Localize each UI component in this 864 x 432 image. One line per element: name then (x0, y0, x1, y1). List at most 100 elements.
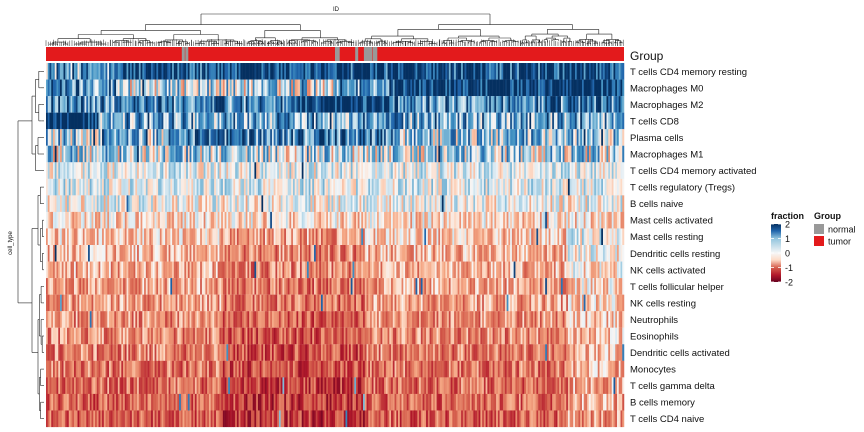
heatmap-cell (305, 294, 308, 312)
heatmap-cell (72, 145, 75, 163)
heatmap-cell (240, 112, 243, 130)
heatmap-cell (448, 96, 451, 113)
heatmap-cell (471, 211, 474, 229)
heatmap-cell (215, 129, 218, 146)
heatmap-cell (303, 178, 306, 196)
heatmap-cell (331, 294, 334, 312)
heatmap-cell (49, 63, 52, 80)
heatmap-cell (620, 145, 623, 163)
heatmap-cell (622, 162, 625, 179)
heatmap-cell (541, 178, 544, 196)
heatmap-cell (193, 278, 196, 295)
heatmap-cell (391, 96, 394, 113)
heatmap-cell (471, 261, 474, 279)
heatmap-cell (464, 129, 467, 146)
heatmap-cell (289, 195, 292, 213)
heatmap-cell (622, 63, 625, 80)
heatmap-cell (501, 129, 504, 146)
heatmap-cell (95, 178, 98, 196)
heatmap-cell (459, 245, 462, 262)
heatmap-cell (53, 294, 56, 312)
heatmap-cell (457, 294, 460, 312)
heatmap-cell (285, 294, 288, 312)
heatmap-cell (284, 162, 287, 179)
heatmap-cell (601, 162, 604, 179)
heatmap-cell (412, 211, 415, 229)
heatmap-cell (200, 162, 203, 179)
heatmap-cell (54, 162, 57, 179)
heatmap-cell (441, 278, 444, 295)
heatmap-cell (415, 261, 418, 279)
heatmap-cell (131, 228, 134, 246)
heatmap-cell (487, 245, 490, 262)
heatmap-cell (384, 63, 387, 80)
heatmap-cell (494, 211, 497, 229)
heatmap-cell (450, 96, 453, 113)
heatmap-cell (613, 145, 616, 163)
heatmap-cell (562, 96, 565, 113)
heatmap-cell (368, 294, 371, 312)
heatmap-cell (86, 211, 89, 229)
heatmap-cell (548, 228, 551, 246)
heatmap-cell (219, 211, 222, 229)
heatmap-cell (448, 79, 451, 97)
heatmap-cell (93, 145, 96, 163)
heatmap-cell (417, 79, 420, 97)
heatmap-cell (485, 162, 488, 179)
heatmap-cell (454, 63, 457, 80)
heatmap-cell (548, 63, 551, 80)
heatmap-cell (266, 245, 269, 262)
heatmap-cell (166, 228, 169, 246)
heatmap-cell (370, 245, 373, 262)
heatmap-cell (447, 145, 450, 163)
heatmap-cell (152, 245, 155, 262)
heatmap-cell (438, 162, 441, 179)
heatmap-cell (298, 195, 301, 213)
heatmap-cell (350, 294, 353, 312)
heatmap-cell (342, 211, 345, 229)
heatmap-cell (198, 129, 201, 146)
heatmap-cell (121, 79, 124, 97)
heatmap-cell (172, 261, 175, 279)
heatmap-cell (511, 79, 514, 97)
heatmap-cell (242, 112, 245, 130)
heatmap-cell (427, 96, 430, 113)
heatmap-cell (473, 112, 476, 130)
heatmap-cell (280, 79, 283, 97)
heatmap-cell (96, 228, 99, 246)
heatmap-cell (159, 278, 162, 295)
heatmap-cell (294, 261, 297, 279)
heatmap-cell (233, 162, 236, 179)
heatmap-cell (422, 228, 425, 246)
heatmap-cell (79, 79, 82, 97)
heatmap-cell (377, 63, 380, 80)
heatmap-cell (464, 211, 467, 229)
heatmap-cell (245, 129, 248, 146)
heatmap-cell (228, 211, 231, 229)
heatmap-cell (538, 228, 541, 246)
heatmap-cell (538, 195, 541, 213)
heatmap-cell (207, 245, 210, 262)
heatmap-cell (317, 129, 320, 146)
heatmap-cell (513, 294, 516, 312)
heatmap-cell (377, 211, 380, 229)
heatmap-cell (359, 162, 362, 179)
heatmap-cell (555, 63, 558, 80)
heatmap-cell (515, 178, 518, 196)
heatmap-cell (322, 211, 325, 229)
heatmap-cell (317, 96, 320, 113)
heatmap-cell (298, 79, 301, 97)
heatmap-cell (184, 129, 187, 146)
heatmap-cell (221, 228, 224, 246)
heatmap-cell (504, 96, 507, 113)
heatmap-cell (343, 145, 346, 163)
heatmap-cell (203, 63, 206, 80)
heatmap-cell (343, 261, 346, 279)
heatmap-cell (357, 261, 360, 279)
heatmap-cell (529, 294, 532, 312)
heatmap-cell (574, 145, 577, 163)
heatmap-cell (564, 178, 567, 196)
heatmap-cell (468, 195, 471, 213)
heatmap-cell (259, 145, 262, 163)
heatmap-cell (553, 211, 556, 229)
